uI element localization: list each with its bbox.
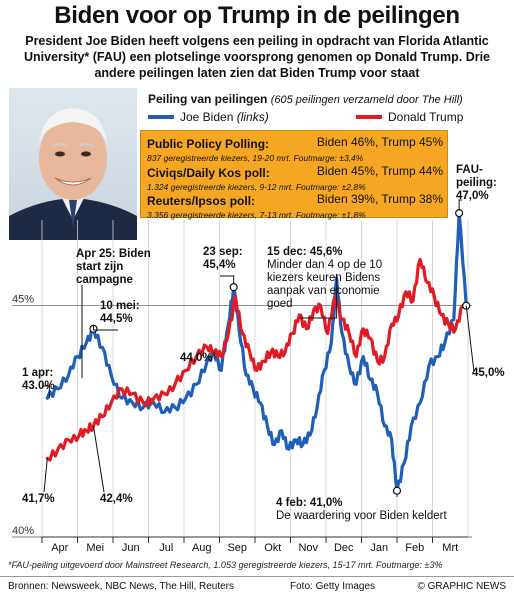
annotation-leader	[466, 306, 474, 372]
copyright: © GRAPHIC NEWS	[418, 581, 507, 592]
photo-credit: Foto: Getty Images	[290, 581, 375, 592]
x-tick-label: Feb	[405, 542, 424, 554]
x-axis-labels: Apr Mei Jun Jul Aug Sep Okt Nov Dec Jan Feb Mrt	[42, 537, 458, 554]
x-tick-label: Jul	[159, 542, 173, 554]
annotation-marker	[456, 210, 463, 217]
x-tick-label: Jan	[370, 542, 388, 554]
x-tick-label: Sep	[227, 542, 247, 554]
annotation-marker	[394, 487, 401, 494]
annotation-apr1: 1 apr:43.0%	[22, 367, 55, 393]
annotation-mei10: 10 mei:44,5%	[100, 300, 140, 326]
sources-bar: Bronnen: Newsweek, NBC News, The Hill, R…	[0, 576, 514, 598]
sources-text: Bronnen: Newsweek, NBC News, The Hill, R…	[8, 581, 234, 592]
poll-civiqs: Civiqs/Daily Kos poll: Biden 45%, Trump …	[147, 164, 443, 192]
poll-ppp: Public Policy Polling: Biden 46%, Trump …	[147, 135, 443, 163]
x-tick-label: Aug	[192, 542, 212, 554]
annotation-aug: 44,0%	[180, 352, 213, 365]
annotation-leader	[93, 426, 104, 492]
annotation-feb4: 4 feb: 41,0%De waardering voor Biden kel…	[276, 497, 476, 523]
x-tick-label: Dec	[334, 542, 354, 554]
annotation-dec15: 15 dec: 45,6%Minder dan 4 op de 10 kieze…	[267, 246, 399, 311]
annotation-apr25: Apr 25: Biden start zijn campagne	[76, 248, 168, 287]
annotation-leaders	[42, 200, 474, 497]
x-tick-label: Okt	[264, 542, 281, 554]
annotation-leader	[44, 458, 47, 492]
annotation-trump-may: 42,4%	[100, 493, 133, 506]
poll-reuters: Reuters/Ipsos poll: Biden 39%, Trump 38%…	[147, 192, 443, 220]
x-tick-label: Jun	[122, 542, 140, 554]
annotation-leader	[220, 276, 234, 283]
annotation-trump-start: 41,7%	[22, 493, 55, 506]
y-tick-label: 45%	[12, 294, 34, 306]
annotation-end: 45,0%	[472, 367, 505, 380]
x-tick-label: Mei	[86, 542, 104, 554]
annotation-marker	[230, 284, 237, 291]
x-tick-label: Nov	[298, 542, 318, 554]
x-tick-label: Mrt	[442, 542, 458, 554]
poll-results-box: Public Policy Polling: Biden 46%, Trump …	[140, 130, 448, 218]
annotation-sep23: 23 sep:45,4%	[203, 246, 243, 272]
annotation-fau: FAU-peiling:47,0%	[456, 164, 512, 203]
footnote: *FAU-peiling uitgevoerd door Mainstreet …	[8, 560, 442, 570]
y-tick-label: 40%	[12, 525, 34, 537]
x-tick-label: Apr	[51, 542, 68, 554]
